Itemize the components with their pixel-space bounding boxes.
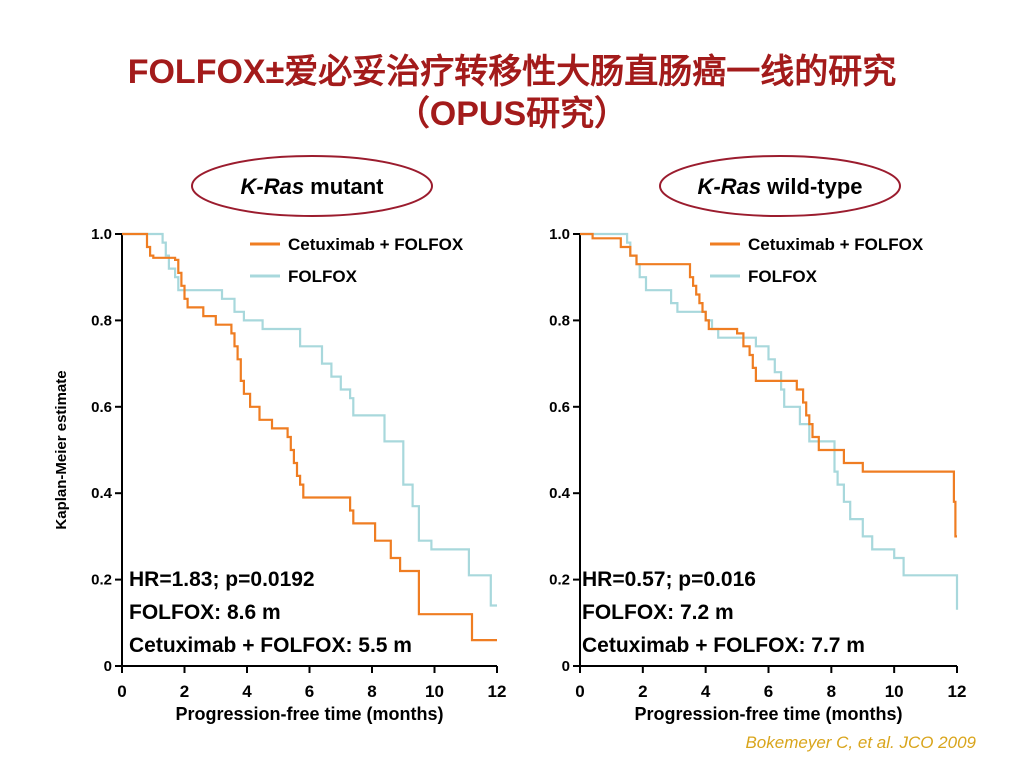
panel2-y-tick-label: 0.8 xyxy=(549,312,570,329)
panel2-series-cetuximab-folfox-line xyxy=(580,232,957,538)
panel2-x-tick-label: 8 xyxy=(827,682,836,701)
panel2-annotation-3: Cetuximab + FOLFOX: 7.7 m xyxy=(582,634,865,657)
panel2-label: K-Ras wild-type xyxy=(697,174,862,199)
panel2-annotation-1: HR=0.57; p=0.016 xyxy=(582,568,756,591)
panel1-x-tick-label: 12 xyxy=(488,682,507,701)
panel1-x-axis-label: Progression-free time (months) xyxy=(175,704,443,724)
panel1-label: K-Ras mutant xyxy=(240,174,384,199)
panel1-label-italic: K-Ras xyxy=(240,174,304,199)
panel1-y-axis-label: Kaplan-Meier estimate xyxy=(53,370,70,529)
panel2-x-tick-label: 2 xyxy=(638,682,647,701)
citation: Bokemeyer C, et al. JCO 2009 xyxy=(745,733,976,752)
panel2-y-tick-label: 0.4 xyxy=(549,485,571,502)
panel2-legend-label-cetuximab-folfox: Cetuximab + FOLFOX xyxy=(748,235,924,254)
panel1-legend-label-cetuximab-folfox: Cetuximab + FOLFOX xyxy=(288,235,464,254)
panel2-label-rest: wild-type xyxy=(761,174,862,199)
panel1-x-tick-label: 0 xyxy=(117,682,126,701)
panel2-y-tick-label: 1.0 xyxy=(549,226,570,243)
panel2-label-oval xyxy=(659,155,901,217)
panel1-y-tick-label: 0.2 xyxy=(91,572,112,589)
panel1-label-rest: mutant xyxy=(304,174,384,199)
panel2-y-tick-label: 0.2 xyxy=(549,572,570,589)
panel1-y-tick-label: 0.8 xyxy=(91,312,112,329)
panel2-x-tick-label: 12 xyxy=(948,682,967,701)
panel1-series-folfox-line xyxy=(122,232,497,607)
panel1-y-tick-label: 0.4 xyxy=(91,485,113,502)
panel1-label-oval xyxy=(191,155,433,217)
panel2-label-italic: K-Ras xyxy=(697,174,761,199)
panel1-annotation-2: FOLFOX: 8.6 m xyxy=(129,601,281,624)
panel2-x-tick-label: 10 xyxy=(885,682,904,701)
panel2-annotation-2: FOLFOX: 7.2 m xyxy=(582,601,734,624)
panel1-y-tick-label: 0 xyxy=(104,658,112,675)
panel2-x-tick-label: 0 xyxy=(575,682,584,701)
slide-title-line1: FOLFOX±爱必妥治疗转移性大肠直肠癌一线的研究 xyxy=(127,53,897,91)
panel1-y-tick-label: 1.0 xyxy=(91,226,112,243)
panel1-series-cetuximab-folfox-line xyxy=(122,232,497,642)
panel1-x-tick-label: 2 xyxy=(180,682,189,701)
panel1-x-tick-label: 10 xyxy=(425,682,444,701)
panel1-x-tick-label: 8 xyxy=(367,682,376,701)
panel1-x-tick-label: 4 xyxy=(242,682,252,701)
panel2-x-tick-label: 4 xyxy=(701,682,711,701)
panel1-annotation-1: HR=1.83; p=0.0192 xyxy=(129,568,315,591)
panel2-y-tick-label: 0.6 xyxy=(549,399,570,416)
panel2-x-axis-label: Progression-free time (months) xyxy=(634,704,902,724)
panel1-x-tick-label: 6 xyxy=(305,682,314,701)
panel1-annotation-3: Cetuximab + FOLFOX: 5.5 m xyxy=(129,634,412,657)
panel1-legend-label-folfox: FOLFOX xyxy=(288,267,358,286)
panel2-legend-label-folfox: FOLFOX xyxy=(748,267,818,286)
panel2-y-tick-label: 0 xyxy=(562,658,570,675)
panel1-y-tick-label: 0.6 xyxy=(91,399,112,416)
slide-title-line2: （OPUS研究） xyxy=(395,95,629,133)
panel2-series-folfox-line xyxy=(580,232,959,610)
panel2-x-tick-label: 6 xyxy=(764,682,773,701)
